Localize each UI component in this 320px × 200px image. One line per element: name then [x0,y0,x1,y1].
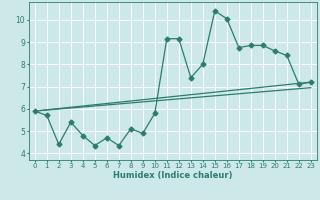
X-axis label: Humidex (Indice chaleur): Humidex (Indice chaleur) [113,171,233,180]
